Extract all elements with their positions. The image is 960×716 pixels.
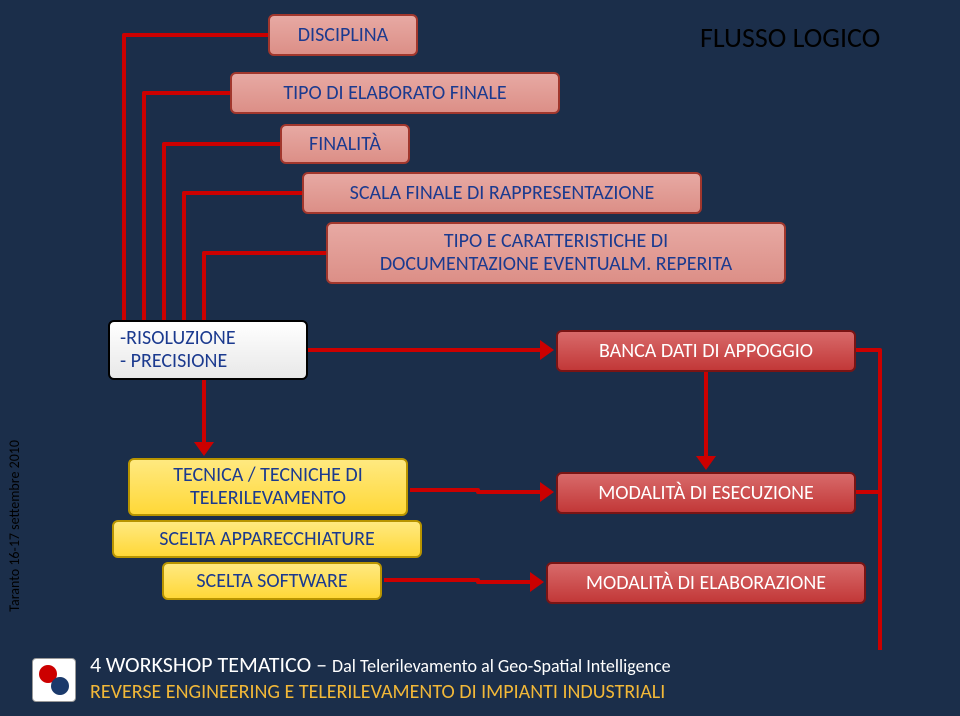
box-tecnica: TECNICA / TECNICHE DI TELERILEVAMENTO bbox=[128, 458, 408, 516]
side-date-text: Taranto 16-17 settembre 2010 bbox=[6, 440, 23, 612]
connector-line bbox=[164, 144, 280, 320]
footer-workshop: WORKSHOP TEMATICO – bbox=[106, 651, 332, 678]
slide-number: 4 bbox=[90, 651, 101, 678]
slide-title: FLUSSO LOGICO bbox=[700, 20, 880, 55]
slide: FLUSSO LOGICO DISCIPLINA TIPO DI ELABORATO… bbox=[0, 0, 960, 716]
box-risoluzione: -RISOLUZIONE - PRECISIONE bbox=[108, 320, 308, 380]
footer-line1: 4 WORKSHOP TEMATICO – Dal Telerilevament… bbox=[90, 651, 671, 678]
connector-arrow bbox=[540, 482, 554, 502]
connector-line bbox=[856, 350, 880, 650]
connector-line bbox=[184, 193, 302, 320]
connector-arrow bbox=[194, 442, 214, 456]
connector-arrow bbox=[530, 572, 544, 592]
connector-line bbox=[204, 253, 326, 320]
footer-line2: REVERSE ENGINEERING E TELERILEVAMENTO DI… bbox=[90, 680, 665, 704]
connector-line bbox=[384, 580, 540, 582]
box-mod-elab: MODALITÀ DI ELABORAZIONE bbox=[546, 562, 866, 604]
box-disciplina: DISCIPLINA bbox=[268, 14, 418, 56]
box-software: SCELTA SOFTWARE bbox=[162, 562, 382, 600]
footer-subtitle: Dal Telerilevamento al Geo-Spatial Intel… bbox=[332, 655, 671, 677]
connector-line bbox=[144, 93, 230, 320]
box-banca-dati: BANCA DATI DI APPOGGIO bbox=[556, 330, 856, 372]
box-apparecch: SCELTA APPARECCHIATURE bbox=[112, 520, 422, 558]
box-tipo-elab: TIPO DI ELABORATO FINALE bbox=[230, 72, 560, 114]
box-mod-esec: MODALITÀ DI ESECUZIONE bbox=[556, 472, 856, 514]
connector-arrow bbox=[540, 340, 554, 360]
logo bbox=[32, 658, 76, 702]
connector-line bbox=[410, 490, 550, 492]
box-finalita: FINALITÀ bbox=[280, 124, 410, 164]
footer: 4 WORKSHOP TEMATICO – Dal Telerilevament… bbox=[0, 646, 960, 716]
box-tipo-caratt: TIPO E CARATTERISTICHE DI DOCUMENTAZIONE… bbox=[326, 222, 786, 284]
box-scala: SCALA FINALE DI RAPPRESENTAZIONE bbox=[302, 172, 702, 214]
connector-arrow bbox=[696, 456, 716, 470]
